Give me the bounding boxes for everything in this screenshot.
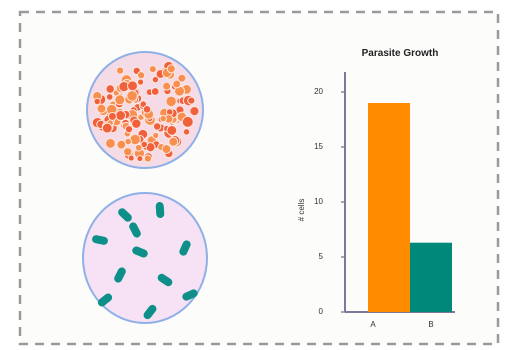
cell [151, 75, 160, 84]
cell [96, 103, 107, 114]
rod [179, 240, 191, 256]
cell [114, 94, 126, 106]
cell [116, 139, 127, 150]
cell [150, 87, 160, 96]
cell [107, 111, 117, 121]
cell [101, 122, 113, 134]
cell [148, 65, 157, 74]
cell [182, 128, 191, 136]
rod [143, 304, 157, 320]
cell [93, 97, 101, 106]
cell [187, 96, 196, 105]
parasite-cells [91, 60, 200, 163]
cell [127, 80, 138, 92]
cell [162, 81, 172, 91]
cell [124, 125, 134, 134]
y-axis-label: # cells [297, 199, 306, 222]
cell [105, 84, 115, 94]
cell [166, 124, 178, 136]
dish-bottom [82, 192, 208, 324]
cell [136, 78, 145, 86]
rod [157, 273, 173, 287]
cell [189, 106, 200, 117]
cell [143, 154, 153, 163]
cell [105, 93, 114, 101]
y-tick-label: 15 [314, 142, 323, 151]
x-tick-label: A [370, 320, 376, 329]
rod [182, 289, 198, 301]
rod [132, 246, 148, 258]
cell [115, 110, 126, 121]
cell [159, 114, 167, 123]
cell [124, 137, 132, 146]
rod [155, 202, 165, 218]
bar [368, 103, 410, 312]
x-tick-label: B [428, 320, 433, 329]
rod [114, 267, 126, 283]
y-tick-label: 20 [314, 87, 323, 96]
y-tick-label: 10 [314, 197, 323, 206]
cell [142, 105, 152, 114]
rod [97, 293, 113, 307]
rod [92, 235, 108, 245]
y-tick-label: 5 [319, 252, 324, 261]
cell [126, 90, 138, 102]
cell [181, 115, 194, 128]
cell [152, 131, 160, 139]
cell [105, 137, 116, 149]
bacteria-rods [92, 202, 198, 320]
cell [116, 66, 125, 75]
bar [410, 242, 452, 312]
cell [172, 79, 182, 89]
cell [127, 154, 135, 162]
chart-title: Parasite Growth [361, 48, 439, 59]
cell [137, 71, 146, 80]
y-tick-label: 0 [319, 307, 324, 316]
cell [165, 95, 177, 108]
rod [129, 222, 141, 238]
cell [161, 144, 172, 155]
cell [123, 147, 133, 157]
cell [131, 118, 142, 129]
cell [152, 122, 162, 131]
cell [168, 136, 179, 147]
rod [118, 208, 132, 222]
cell [177, 73, 187, 83]
cell [136, 155, 144, 163]
cell [166, 64, 176, 74]
cell [140, 140, 148, 149]
